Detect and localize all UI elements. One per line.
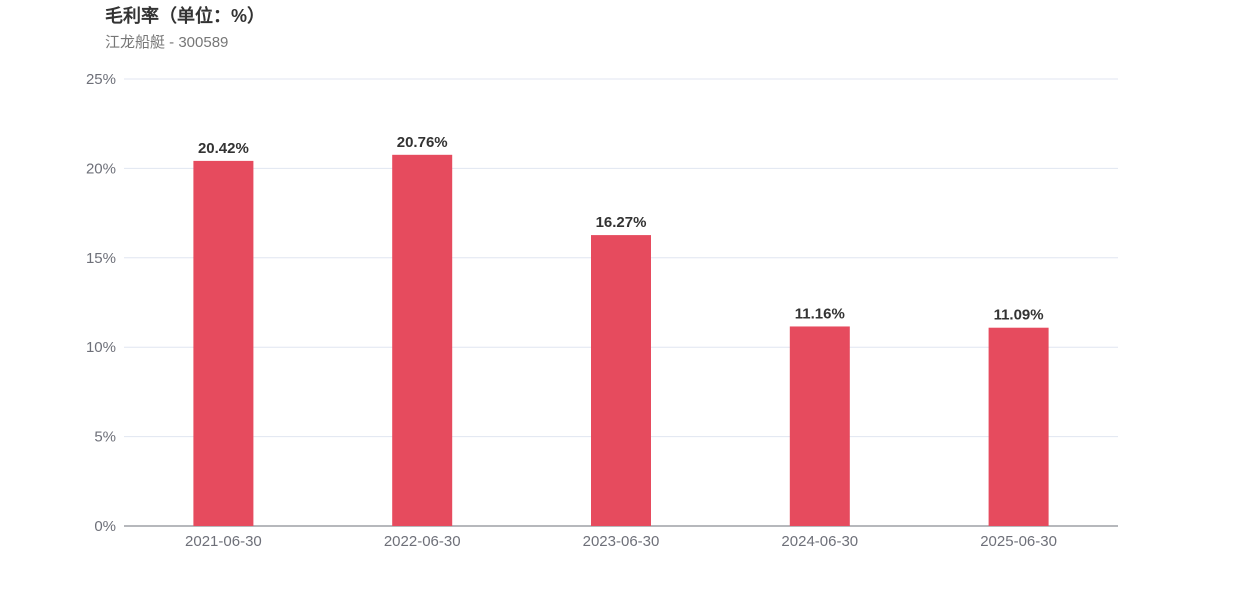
x-tick-label: 2023-06-30 <box>583 533 660 550</box>
data-label: 11.09% <box>994 307 1044 324</box>
y-tick-label: 5% <box>94 429 116 446</box>
chart-title: 毛利率（单位：%） <box>105 6 266 26</box>
x-tick-label: 2024-06-30 <box>781 533 858 550</box>
bar <box>591 235 651 526</box>
data-label: 16.27% <box>596 214 647 231</box>
y-tick-label: 20% <box>86 160 116 177</box>
x-tick-label: 2022-06-30 <box>384 533 461 550</box>
bar <box>988 327 1049 526</box>
bar <box>392 154 453 526</box>
x-tick-label: 2021-06-30 <box>185 533 262 550</box>
data-label: 11.16% <box>795 305 845 322</box>
y-tick-label: 10% <box>86 339 116 356</box>
y-tick-label: 0% <box>94 518 116 535</box>
data-label: 20.42% <box>198 140 249 157</box>
y-tick-label: 25% <box>86 71 116 88</box>
x-tick-label: 2025-06-30 <box>980 533 1057 550</box>
data-label: 20.76% <box>397 134 448 151</box>
chart-subtitle: 江龙船艇 - 300589 <box>105 34 229 51</box>
bar <box>789 326 850 526</box>
y-tick-label: 15% <box>86 250 116 267</box>
bar <box>193 160 254 527</box>
